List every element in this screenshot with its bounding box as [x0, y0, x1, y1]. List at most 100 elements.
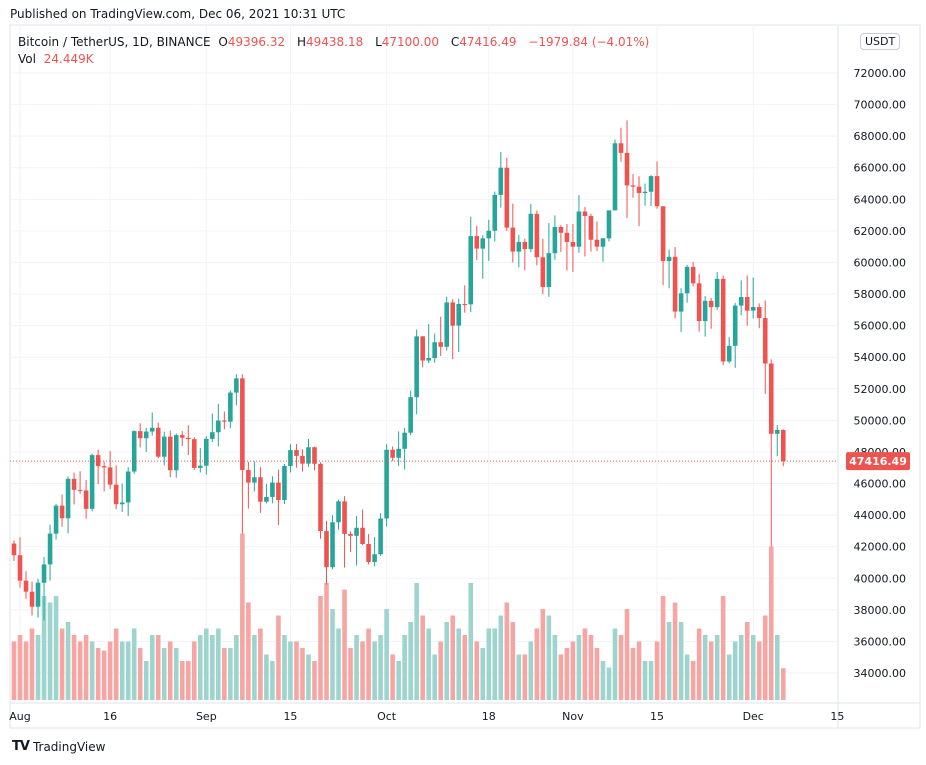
price-tick-label: 62000.00 — [854, 225, 907, 238]
volume-bar — [510, 622, 516, 700]
volume-bar — [137, 648, 143, 700]
candle-body — [216, 420, 221, 433]
chart-frame — [9, 24, 921, 729]
high-value: 49438.18 — [305, 35, 364, 49]
candle-body — [546, 253, 552, 287]
candle-body — [53, 505, 59, 534]
change-value: −1979.84 (−4.01%) — [528, 35, 650, 49]
volume-bar — [306, 654, 311, 700]
tradingview-logo[interactable]: TV TradingView — [12, 739, 105, 754]
volume-bar — [468, 583, 474, 700]
volume-value: 24.449K — [43, 52, 94, 66]
candle-body — [606, 210, 612, 239]
candle-body — [684, 266, 690, 294]
volume-bar — [594, 648, 600, 700]
candle-body — [258, 477, 263, 502]
volume-bar — [191, 641, 197, 700]
volume-bar — [125, 641, 131, 700]
candle-body — [191, 439, 197, 468]
volume-label: Vol — [18, 52, 36, 66]
candle-body — [432, 342, 437, 359]
volume-bar — [354, 635, 359, 700]
candle-body — [372, 554, 377, 563]
candle-body — [696, 283, 702, 322]
candle-body — [59, 505, 65, 519]
candle-body — [179, 435, 185, 438]
candle-body — [402, 432, 407, 449]
candle-body — [690, 266, 696, 284]
candle-body — [516, 241, 522, 252]
time-tick-label: Aug — [9, 710, 30, 723]
candle-body — [438, 342, 443, 347]
candle-body — [210, 432, 215, 439]
volume-bar — [384, 609, 389, 700]
volume-bar — [173, 648, 179, 700]
close-value: 47416.49 — [459, 35, 517, 49]
candle-body — [65, 478, 71, 519]
time-tick-label: Sep — [196, 710, 217, 723]
candle-body — [714, 278, 720, 308]
volume-bar — [252, 635, 257, 700]
volume-bar — [624, 609, 630, 700]
volume-bar — [588, 635, 594, 700]
volume-bar — [59, 628, 65, 700]
volume-bar — [450, 615, 456, 700]
volume-bar — [264, 654, 269, 700]
candle-body — [198, 465, 203, 468]
candle-body — [234, 378, 239, 393]
time-tick-label: 15 — [830, 710, 844, 723]
volume-bar — [552, 635, 558, 700]
candle-body — [23, 580, 29, 592]
volume-bar — [131, 628, 137, 700]
candle-body — [594, 239, 600, 247]
volume-bar — [119, 641, 125, 700]
volume-bar — [17, 635, 23, 700]
candle-body — [107, 467, 113, 485]
candle-body — [324, 531, 329, 568]
candle-body — [288, 450, 293, 467]
candle-body — [678, 293, 684, 312]
candle-body — [390, 449, 395, 458]
currency-badge[interactable]: USDT — [860, 33, 901, 50]
volume-bar — [612, 628, 618, 700]
volume-bar — [564, 648, 570, 700]
volume-bar — [438, 641, 443, 700]
candle-body — [582, 211, 588, 217]
time-tick-label: 15 — [650, 710, 664, 723]
candle-body — [762, 318, 768, 364]
candle-body — [396, 448, 401, 458]
candle-body — [570, 241, 576, 247]
candle-body — [11, 543, 17, 556]
volume-bar — [179, 661, 185, 700]
chart-legend: Bitcoin / TetherUS, 1D, BINANCE O49396.3… — [18, 34, 653, 68]
volume-bar — [53, 596, 59, 700]
volume-bar — [540, 609, 546, 700]
candle-body — [528, 213, 534, 250]
volume-bar — [288, 641, 293, 700]
volume-bar — [222, 648, 227, 700]
candle-body — [366, 544, 371, 563]
candle-body — [95, 455, 101, 467]
volume-bar — [185, 661, 191, 700]
volume-bar — [234, 635, 239, 700]
price-tick-label: 42000.00 — [854, 541, 907, 554]
volume-bar — [708, 641, 714, 700]
time-tick-label: 15 — [283, 710, 297, 723]
volume-bar — [426, 628, 431, 700]
volume-bar — [432, 654, 437, 700]
candle-body — [143, 431, 149, 439]
candle-body — [660, 206, 666, 262]
volume-bar — [714, 635, 720, 700]
volume-bar — [486, 628, 492, 700]
volume-bar — [95, 648, 101, 700]
candle-body — [600, 238, 606, 247]
candle-body — [264, 496, 269, 502]
volume-bar — [378, 635, 383, 700]
brand-name: TradingView — [32, 739, 106, 754]
candle-body — [522, 241, 528, 250]
candle-body — [642, 191, 648, 194]
candle-body — [636, 186, 642, 194]
candle-body — [17, 555, 23, 581]
volume-bar — [149, 635, 155, 700]
